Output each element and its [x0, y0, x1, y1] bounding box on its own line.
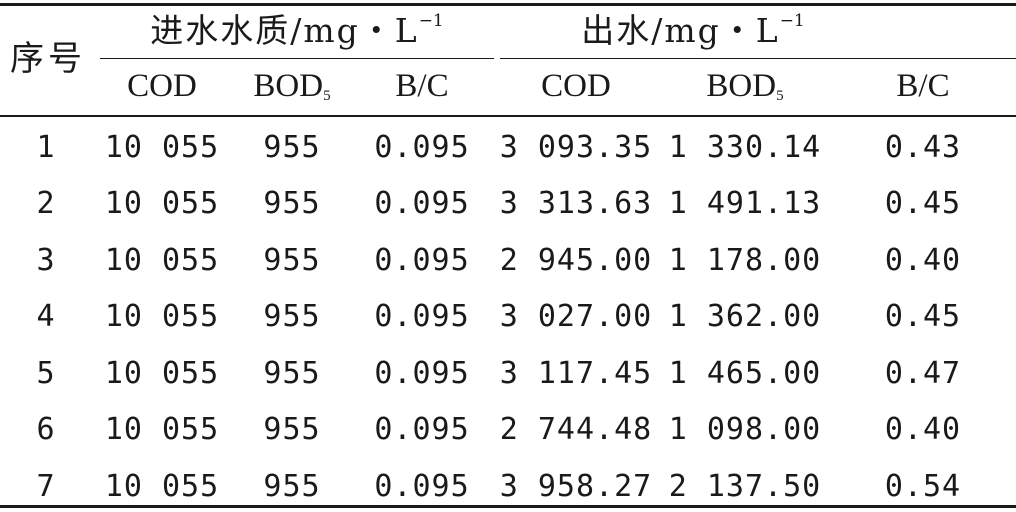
cell-out-bod: 1 178.00 — [668, 243, 822, 278]
cell-out-cod: 3 958.27 — [499, 469, 653, 504]
cell-in-cod: 10 055 — [104, 299, 220, 334]
cell-in-bc: 0.095 — [374, 469, 470, 504]
effluent-group-rule — [500, 58, 1016, 59]
cell-out-bod: 1 491.13 — [668, 186, 822, 221]
header-out-bc: B/C — [896, 68, 950, 104]
cell-out-cod: 3 027.00 — [499, 299, 653, 334]
header-influent-group: 进水水质/mg・L−1 — [100, 13, 494, 51]
influent-unit-exponent: −1 — [418, 11, 444, 31]
table-row: 3 10 055 955 0.095 2 945.00 1 178.00 0.4… — [0, 236, 1016, 286]
cell-out-bc: 0.54 — [884, 469, 962, 504]
cell-out-cod: 3 117.45 — [499, 356, 653, 391]
cell-in-bod: 955 — [263, 299, 321, 334]
cell-in-cod: 10 055 — [104, 186, 220, 221]
cell-out-cod: 2 744.48 — [499, 412, 653, 447]
effluent-unit-exponent: −1 — [779, 11, 805, 31]
table-row: 7 10 055 955 0.095 3 958.27 2 137.50 0.5… — [0, 462, 1016, 512]
cell-out-bod: 1 098.00 — [668, 412, 822, 447]
cell-out-bc: 0.43 — [884, 130, 962, 165]
cell-in-bc: 0.095 — [374, 412, 470, 447]
table-row: 4 10 055 955 0.095 3 027.00 1 362.00 0.4… — [0, 292, 1016, 342]
header-effluent-group: 出水/mg・L−1 — [500, 13, 1016, 51]
influent-group-rule — [100, 58, 494, 59]
influent-group-label: 进水水质/mg・L — [150, 11, 419, 50]
header-in-cod: COD — [127, 68, 197, 104]
table-top-rule — [0, 3, 1016, 6]
cell-in-cod: 10 055 — [104, 243, 220, 278]
effluent-group-label: 出水/mg・L — [581, 11, 780, 50]
cell-no: 4 — [36, 299, 56, 334]
cell-in-bod: 955 — [263, 186, 321, 221]
cell-in-bod: 955 — [263, 243, 321, 278]
cell-no: 7 — [36, 469, 56, 504]
cell-out-bod: 1 465.00 — [668, 356, 822, 391]
cell-out-cod: 3 093.35 — [499, 130, 653, 165]
cell-in-bod: 955 — [263, 130, 321, 165]
header-in-bc: B/C — [395, 68, 449, 104]
cell-in-cod: 10 055 — [104, 130, 220, 165]
cell-out-bod: 1 330.14 — [668, 130, 822, 165]
cell-out-bod: 1 362.00 — [668, 299, 822, 334]
cell-in-bod: 955 — [263, 356, 321, 391]
in-bod-subscript: 5 — [323, 88, 331, 104]
table-row: 6 10 055 955 0.095 2 744.48 1 098.00 0.4… — [0, 405, 1016, 455]
cell-no: 2 — [36, 186, 56, 221]
in-bod-label: BOD — [253, 68, 324, 104]
cell-no: 6 — [36, 412, 56, 447]
cell-out-bc: 0.45 — [884, 186, 962, 221]
cell-in-bod: 955 — [263, 412, 321, 447]
cell-out-bc: 0.47 — [884, 356, 962, 391]
cell-out-cod: 2 945.00 — [499, 243, 653, 278]
header-bottom-rule — [0, 115, 1016, 117]
cell-out-bc: 0.45 — [884, 299, 962, 334]
cell-in-cod: 10 055 — [104, 469, 220, 504]
out-bod-subscript: 5 — [776, 88, 784, 104]
header-out-cod: COD — [541, 68, 611, 104]
cell-in-bc: 0.095 — [374, 186, 470, 221]
cell-in-cod: 10 055 — [104, 356, 220, 391]
table-bottom-rule — [0, 505, 1016, 508]
cell-in-cod: 10 055 — [104, 412, 220, 447]
cell-no: 3 — [36, 243, 56, 278]
cell-no: 5 — [36, 356, 56, 391]
out-bod-label: BOD — [706, 68, 777, 104]
header-out-bod: BOD5 — [660, 70, 830, 104]
cell-out-cod: 3 313.63 — [499, 186, 653, 221]
header-seq-label: 序号 — [10, 39, 86, 79]
cell-out-bc: 0.40 — [884, 243, 962, 278]
cell-out-bc: 0.40 — [884, 412, 962, 447]
cell-in-bod: 955 — [263, 469, 321, 504]
cell-out-bod: 2 137.50 — [668, 469, 822, 504]
cell-no: 1 — [36, 130, 56, 165]
cell-in-bc: 0.095 — [374, 299, 470, 334]
cell-in-bc: 0.095 — [374, 356, 470, 391]
table-row: 2 10 055 955 0.095 3 313.63 1 491.13 0.4… — [0, 179, 1016, 229]
table-row: 5 10 055 955 0.095 3 117.45 1 465.00 0.4… — [0, 349, 1016, 399]
cell-in-bc: 0.095 — [374, 130, 470, 165]
header-in-bod: BOD5 — [232, 70, 352, 104]
cell-in-bc: 0.095 — [374, 243, 470, 278]
table-row: 1 10 055 955 0.095 3 093.35 1 330.14 0.4… — [0, 123, 1016, 173]
